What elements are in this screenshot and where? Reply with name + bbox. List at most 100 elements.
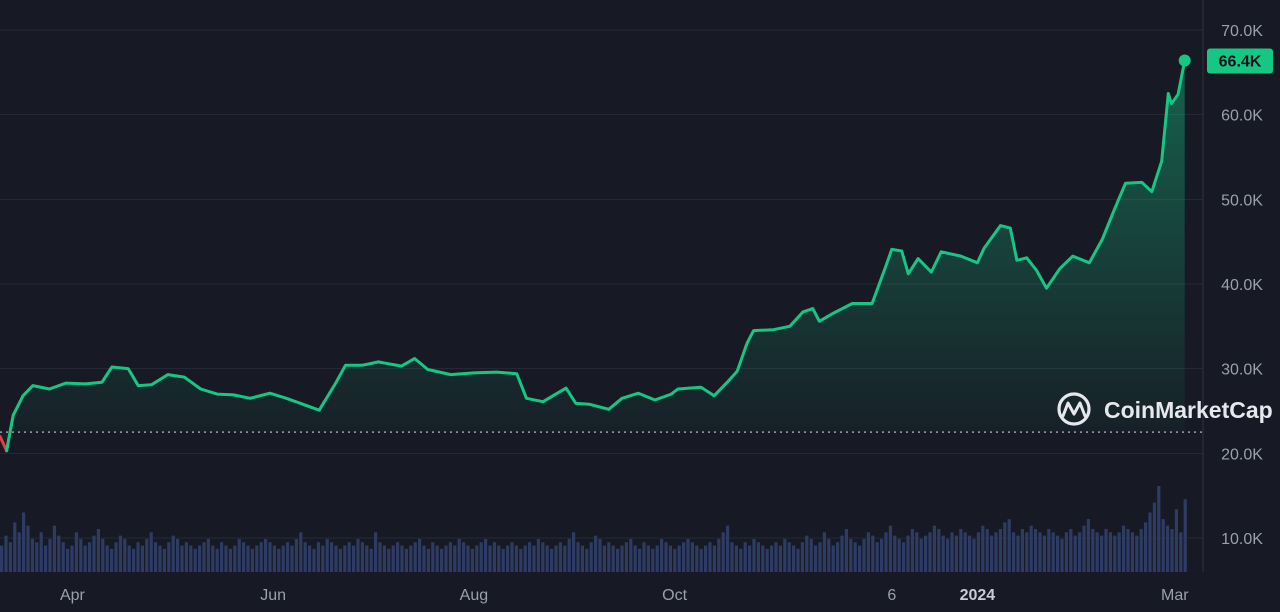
volume-bar-257	[1130, 532, 1134, 572]
volume-bar-98	[431, 542, 435, 572]
volume-bar-116	[510, 542, 514, 572]
volume-bar-237	[1042, 535, 1046, 572]
volume-bar-115	[506, 545, 510, 572]
volume-bar-220	[968, 535, 972, 572]
volume-bar-46	[202, 542, 206, 572]
volume-bar-188	[827, 538, 831, 572]
volume-bar-121	[532, 545, 536, 572]
volume-bar-69	[303, 542, 307, 572]
volume-bar-258	[1135, 535, 1139, 572]
volume-bar-229	[1007, 519, 1011, 572]
volume-bar-2	[8, 542, 12, 572]
volume-bar-167	[734, 545, 738, 572]
current-price-marker: 66.4K	[1178, 48, 1273, 74]
volume-bar-34	[149, 532, 153, 572]
volume-bar-25	[110, 548, 114, 572]
volume-bar-16	[70, 545, 74, 572]
volume-bar-130	[572, 532, 576, 572]
volume-bar-196	[862, 538, 866, 572]
volume-bar-178	[783, 538, 787, 572]
volume-bar-201	[884, 532, 888, 572]
volume-bar-171	[752, 538, 756, 572]
volume-bar-74	[325, 538, 329, 572]
volume-bar-136	[598, 538, 602, 572]
volume-bar-33	[145, 538, 149, 572]
volume-bar-200	[880, 538, 884, 572]
volume-bar-163	[717, 538, 721, 572]
volume-bar-195	[858, 545, 862, 572]
volume-bar-123	[541, 542, 545, 572]
volume-bar-235	[1034, 529, 1038, 572]
volume-bar-208	[915, 532, 919, 572]
volume-bar-265	[1166, 525, 1170, 572]
volume-bar-26	[114, 542, 118, 572]
volume-bar-172	[756, 542, 760, 572]
volume-bar-105	[462, 542, 466, 572]
volume-bar-213	[937, 529, 941, 572]
volume-bar-45	[198, 545, 202, 572]
volume-bar-20	[88, 542, 92, 572]
volume-bar-215	[946, 538, 950, 572]
x-tick-label-3: Oct	[662, 587, 687, 604]
volume-bar-166	[730, 542, 734, 572]
volume-bar-22	[96, 529, 100, 572]
volume-bar-81	[356, 538, 360, 572]
volume-bar-227	[998, 529, 1002, 572]
volume-bar-50	[220, 542, 224, 572]
volume-bar-161	[708, 542, 712, 572]
volume-bar-268	[1179, 532, 1183, 572]
volume-bar-126	[554, 545, 558, 572]
volume-bar-225	[990, 535, 994, 572]
volume-bar-209	[919, 538, 923, 572]
x-tick-label-1: Jun	[260, 587, 286, 604]
volume-bar-204	[897, 538, 901, 572]
volume-bar-140	[616, 548, 620, 572]
volume-bar-138	[607, 542, 611, 572]
volume-bar-75	[330, 542, 334, 572]
volume-bar-39	[171, 535, 175, 572]
volume-bar-21	[92, 535, 96, 572]
logo-wordmark: CoinMarketCap	[1104, 397, 1273, 423]
volume-bar-58	[255, 545, 259, 572]
volume-bar-47	[206, 538, 210, 572]
grid-lines	[0, 29, 1203, 539]
volume-bar-193	[849, 538, 853, 572]
y-tick-label-3: 40.0K	[1221, 277, 1263, 294]
volume-bar-165	[726, 525, 730, 572]
volume-bar-90	[396, 542, 400, 572]
y-tick-label-4: 30.0K	[1221, 362, 1263, 379]
volume-bar-223	[981, 525, 985, 572]
volume-bar-12	[52, 525, 56, 572]
volume-bar-29	[127, 545, 131, 572]
area-fill-path	[0, 60, 1185, 451]
volume-bar-28	[123, 538, 127, 572]
volume-bar-141	[620, 545, 624, 572]
volume-bar-55	[242, 542, 246, 572]
volume-bar-162	[712, 545, 716, 572]
volume-bar-259	[1139, 529, 1143, 572]
x-axis-ticks: Apr Jun Aug Oct 6 2024 Mar	[60, 587, 1189, 604]
volume-bar-147	[646, 545, 650, 572]
volume-bar-1	[4, 535, 8, 572]
volume-bar-256	[1126, 529, 1130, 572]
current-price-label: 66.4K	[1219, 53, 1262, 70]
volume-bar-184	[809, 538, 813, 572]
volume-bar-102	[448, 542, 452, 572]
volume-bar-119	[523, 545, 527, 572]
volume-bar-40	[176, 538, 180, 572]
volume-bar-122	[536, 538, 540, 572]
volume-bar-239	[1051, 532, 1055, 572]
volume-bar-180	[792, 545, 796, 572]
volume-bar-17	[74, 532, 78, 572]
volume-bar-111	[488, 545, 492, 572]
volume-bar-177	[778, 545, 782, 572]
volume-bar-14	[61, 542, 65, 572]
x-tick-label-2: Aug	[460, 587, 488, 604]
volume-bar-214	[941, 535, 945, 572]
volume-bar-78	[343, 545, 347, 572]
volume-bar-164	[721, 532, 725, 572]
volume-bar-32	[140, 545, 144, 572]
volume-bar-36	[158, 545, 162, 572]
volume-bar-190	[836, 542, 840, 572]
